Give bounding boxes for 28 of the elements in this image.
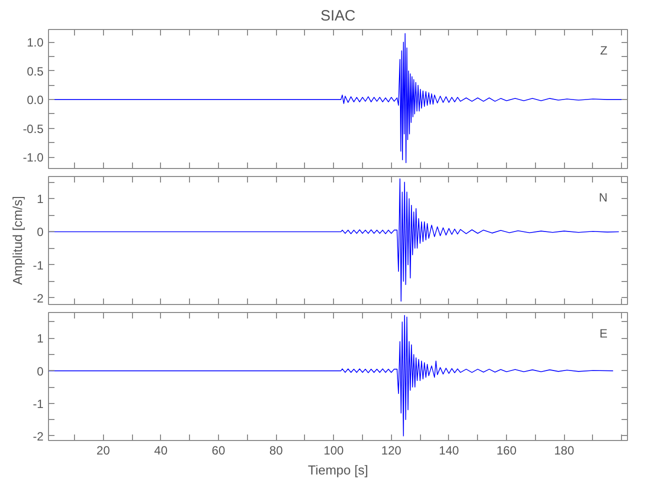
y-tick-label: 1 [36, 332, 44, 346]
x-tick-label: 20 [96, 444, 110, 458]
y-tick-label: -1 [32, 258, 44, 272]
y-tick-label: -1.0 [22, 150, 44, 165]
x-tick-label: 160 [496, 444, 517, 458]
x-tick-label: 120 [381, 444, 402, 458]
y-tick-label: 0.5 [26, 64, 44, 78]
y-tick-label: 0 [36, 364, 44, 378]
y-tick-label: -2 [32, 291, 44, 306]
y-tick-label: 1 [36, 192, 44, 206]
y-tick-label: 0.0 [26, 93, 44, 108]
x-tick-label: 80 [269, 444, 284, 458]
y-tick-label: -1 [32, 396, 44, 411]
x-tick-label: 40 [154, 444, 168, 458]
y-tick-label: -2 [32, 429, 44, 444]
text: N [598, 190, 608, 204]
y-tick-label: 1.0 [26, 36, 44, 50]
x-tick-label: 100 [324, 444, 344, 458]
y-axis-title: Amplitud [cm/s] [10, 196, 25, 285]
text: Z [600, 44, 608, 58]
text: E [599, 326, 608, 340]
x-tick-label: 60 [212, 444, 226, 458]
x-tick-label: 180 [554, 444, 574, 458]
y-tick-label: 0 [36, 225, 44, 240]
chart-title: SIAC [320, 8, 356, 24]
x-axis-title: Tiempo [s] [308, 462, 368, 478]
y-tick-label: -0.5 [22, 122, 44, 136]
x-tick-label: 140 [438, 444, 460, 458]
